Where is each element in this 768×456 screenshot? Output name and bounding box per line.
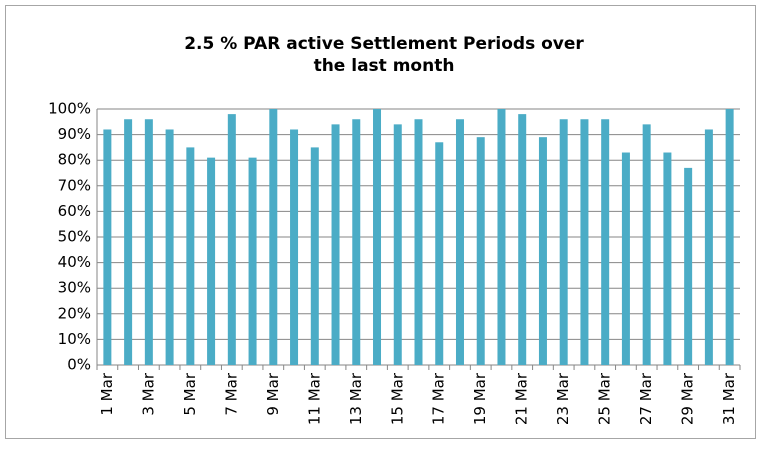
bar (186, 147, 195, 365)
y-tick-label: 20% (58, 304, 91, 322)
bar (248, 157, 257, 365)
bar (310, 147, 319, 365)
bar (642, 124, 651, 365)
x-tick-label: 13 Mar (347, 372, 365, 425)
bar (165, 129, 174, 365)
bar (373, 109, 382, 365)
y-tick-label: 100% (48, 100, 91, 118)
x-tick-label: 31 Mar (720, 372, 738, 425)
x-tick-label: 19 Mar (471, 372, 489, 425)
bar (352, 119, 361, 366)
bar (663, 152, 672, 365)
y-tick-label: 10% (58, 330, 91, 348)
bar (435, 142, 444, 365)
x-tick-label: 5 Mar (181, 372, 199, 415)
x-tick-label: 29 Mar (679, 372, 697, 425)
x-tick-label: 15 Mar (388, 372, 406, 425)
bar (497, 109, 506, 365)
x-tick-label: 23 Mar (554, 372, 572, 425)
bar (269, 109, 278, 365)
y-tick-label: 50% (58, 228, 91, 246)
bar (227, 114, 236, 366)
x-tick-label: 1 Mar (98, 372, 116, 415)
bar (684, 167, 693, 365)
y-tick-label: 30% (58, 279, 91, 297)
bar (538, 137, 547, 365)
y-tick-label: 90% (58, 125, 91, 143)
x-tick-label: 3 Mar (139, 372, 157, 415)
bar (331, 124, 340, 365)
x-tick-label: 27 Mar (637, 372, 655, 425)
bar (455, 119, 464, 366)
bar (393, 124, 402, 365)
bar (124, 119, 133, 366)
x-tick-label: 7 Mar (222, 372, 240, 415)
bar (144, 119, 153, 366)
x-tick-label: 21 Mar (513, 372, 531, 425)
bar (621, 152, 630, 365)
y-tick-label: 60% (58, 202, 91, 220)
y-tick-label: 0% (67, 356, 91, 374)
y-tick-label: 70% (58, 176, 91, 194)
bar (601, 119, 610, 366)
x-tick-label: 17 Mar (430, 372, 448, 425)
bar (725, 109, 734, 365)
bar (290, 129, 299, 365)
bar (414, 119, 423, 366)
bar (476, 137, 485, 365)
y-tick-label: 80% (58, 151, 91, 169)
bar (704, 129, 713, 365)
bar (103, 129, 112, 365)
y-tick-label: 40% (58, 253, 91, 271)
x-tick-label: 9 Mar (264, 372, 282, 415)
bar (580, 119, 589, 366)
x-tick-label: 11 Mar (305, 372, 323, 425)
chart-title: 2.5 % PAR active Settlement Periods over… (184, 34, 584, 76)
bar (518, 114, 527, 366)
x-tick-label: 25 Mar (596, 372, 614, 425)
bar (207, 157, 216, 365)
bar (559, 119, 568, 366)
